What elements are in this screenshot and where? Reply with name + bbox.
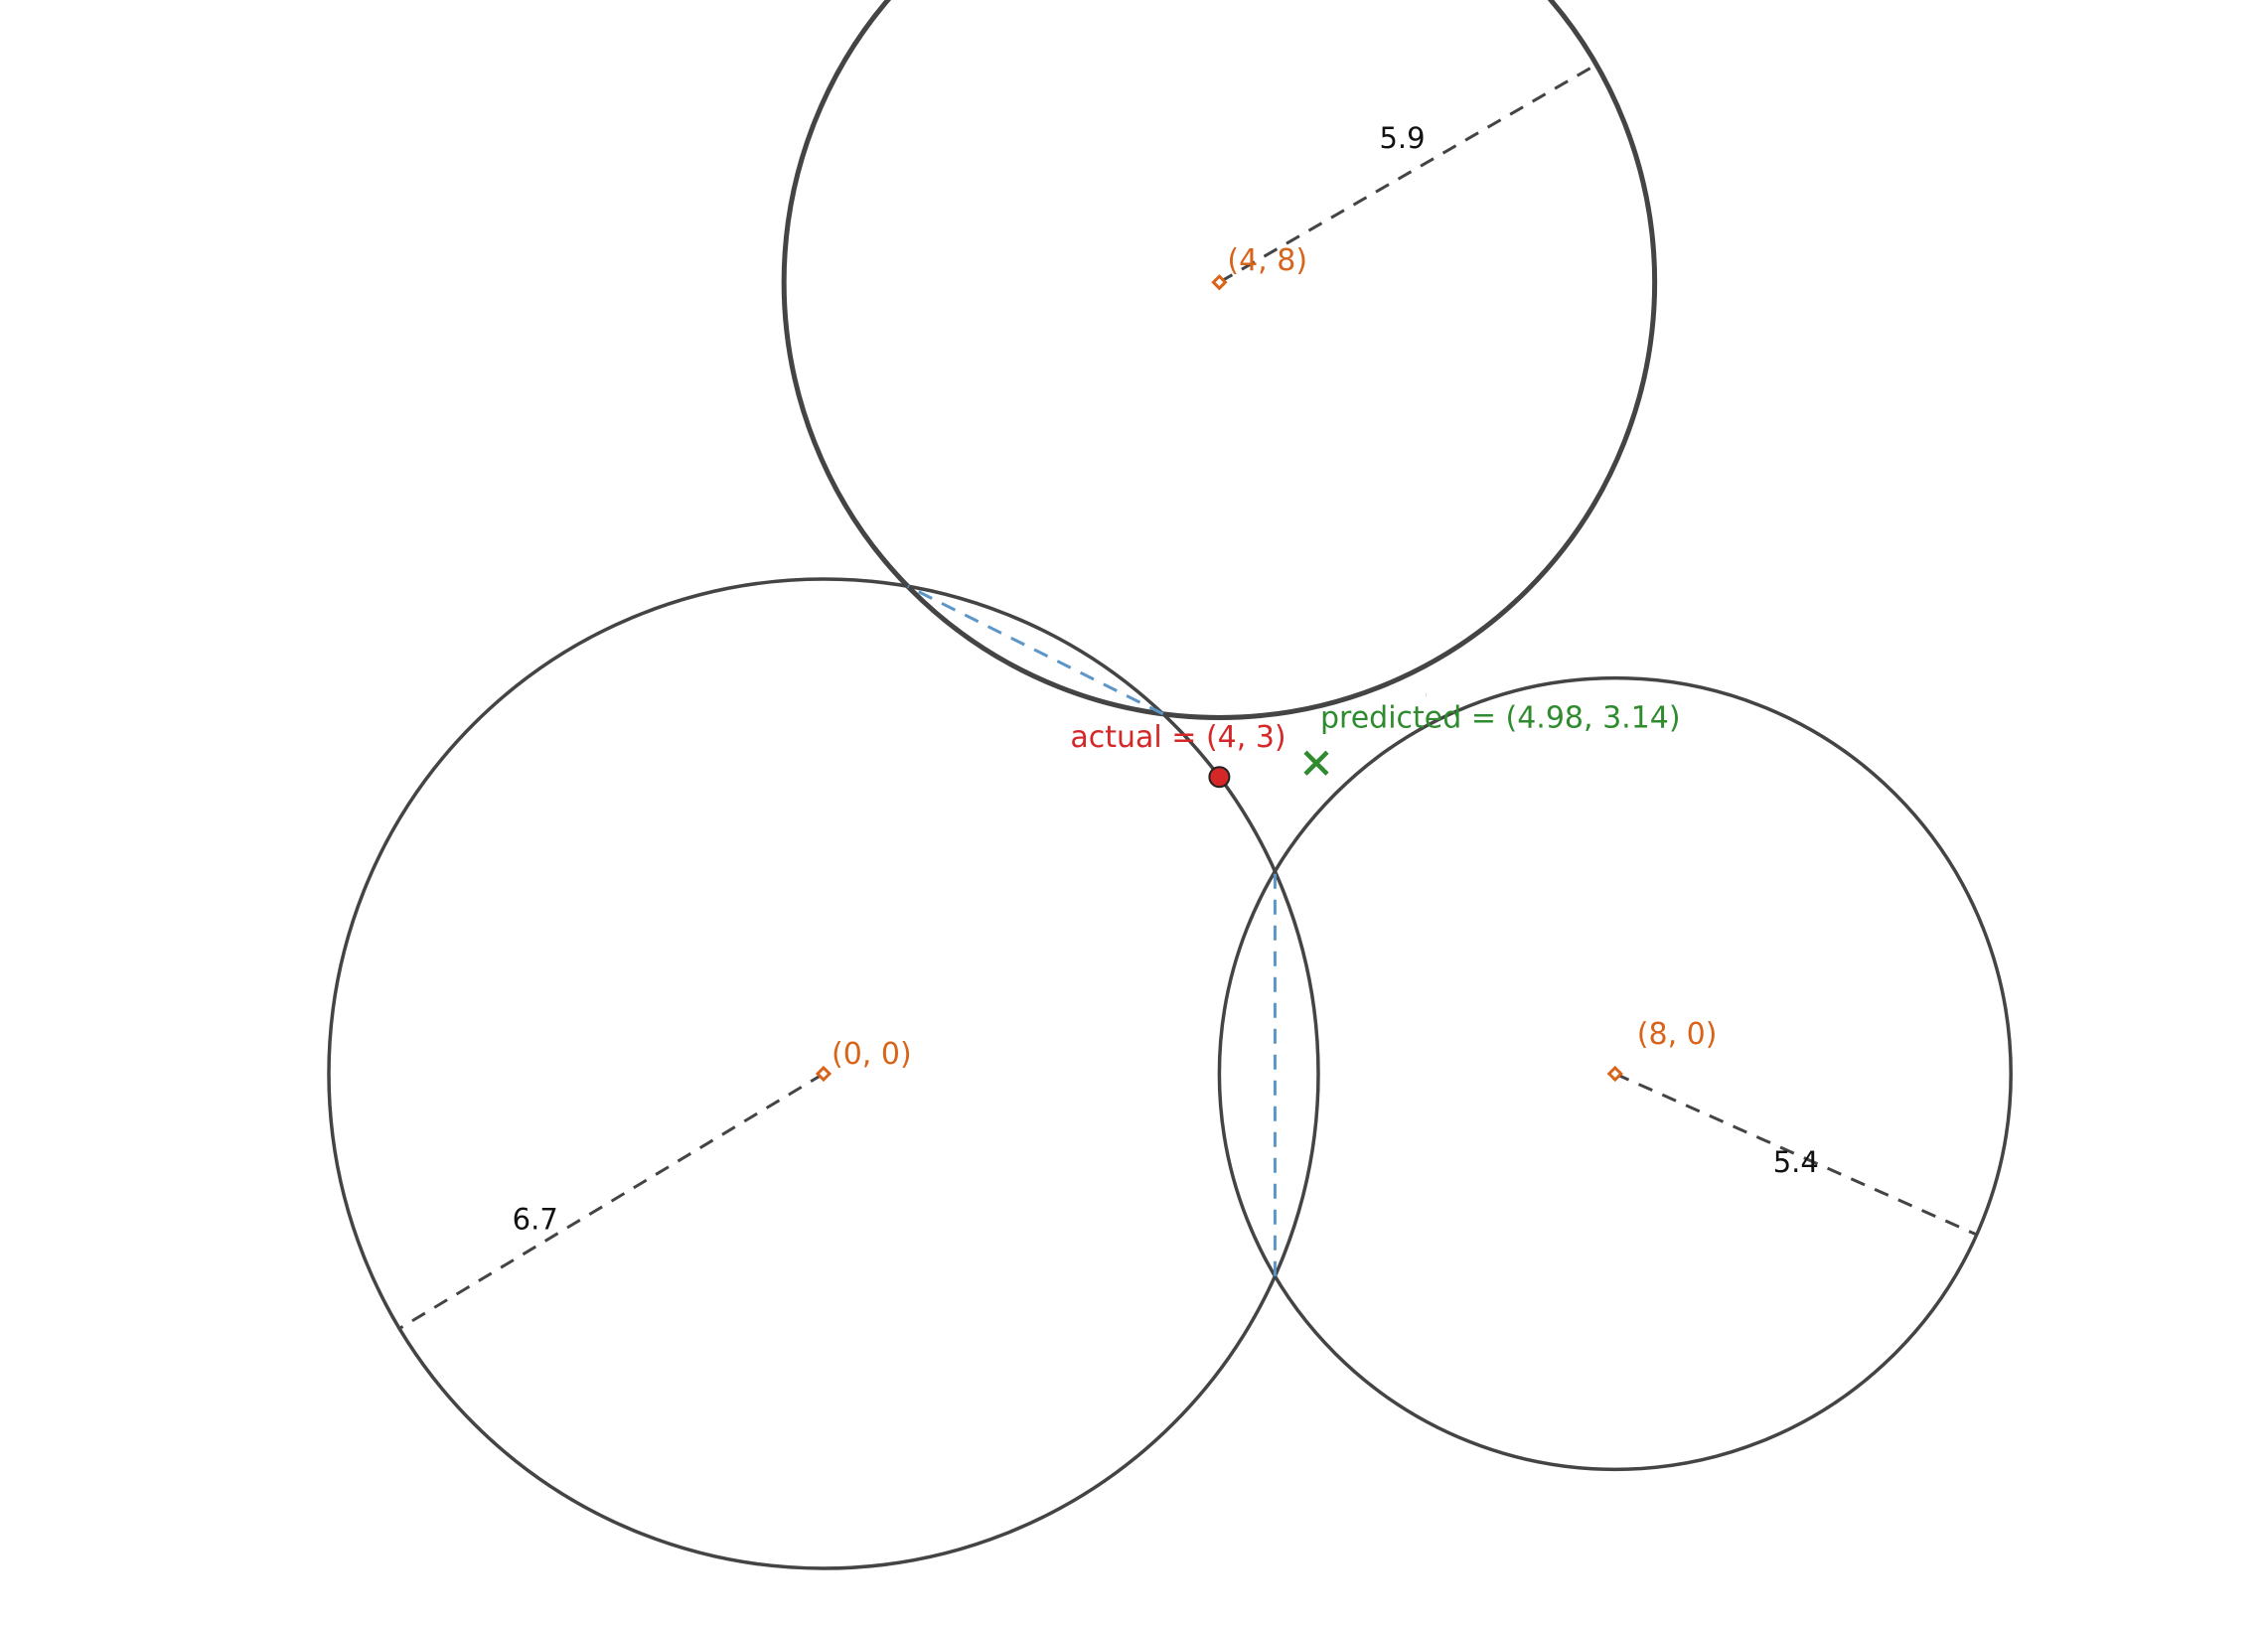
actual-point [1209, 767, 1229, 787]
chord-anchor-0-0-anchor-4-8 [908, 586, 1163, 713]
anchor-4-8-radius-label: 5.9 [1379, 121, 1425, 155]
anchor-0-0-radius-line [399, 1074, 824, 1328]
anchor-4-8-label: (4, 8) [1227, 243, 1307, 278]
anchor-4-8-marker [1213, 276, 1225, 288]
anchor-0-0-radius-label: 6.7 [513, 1202, 558, 1236]
predicted-marker [1305, 752, 1327, 774]
anchor-4-8-circle [784, 0, 1654, 717]
anchor-8-0-label: (8, 0) [1637, 1017, 1718, 1052]
range-circles [329, 0, 2011, 1568]
radical-axis-chords [908, 586, 1426, 1275]
actual-label: actual = (4, 3) [1070, 720, 1285, 755]
anchor-0-0-label: (0, 0) [832, 1037, 912, 1072]
anchor-8-0-marker [1609, 1068, 1621, 1080]
anchor-8-0-radius-label: 5.4 [1773, 1145, 1819, 1179]
anchor-points: (0, 0) (8, 0) (4, 8) [818, 243, 1717, 1080]
predicted-label: predicted = (4.98, 3.14) [1320, 700, 1681, 735]
